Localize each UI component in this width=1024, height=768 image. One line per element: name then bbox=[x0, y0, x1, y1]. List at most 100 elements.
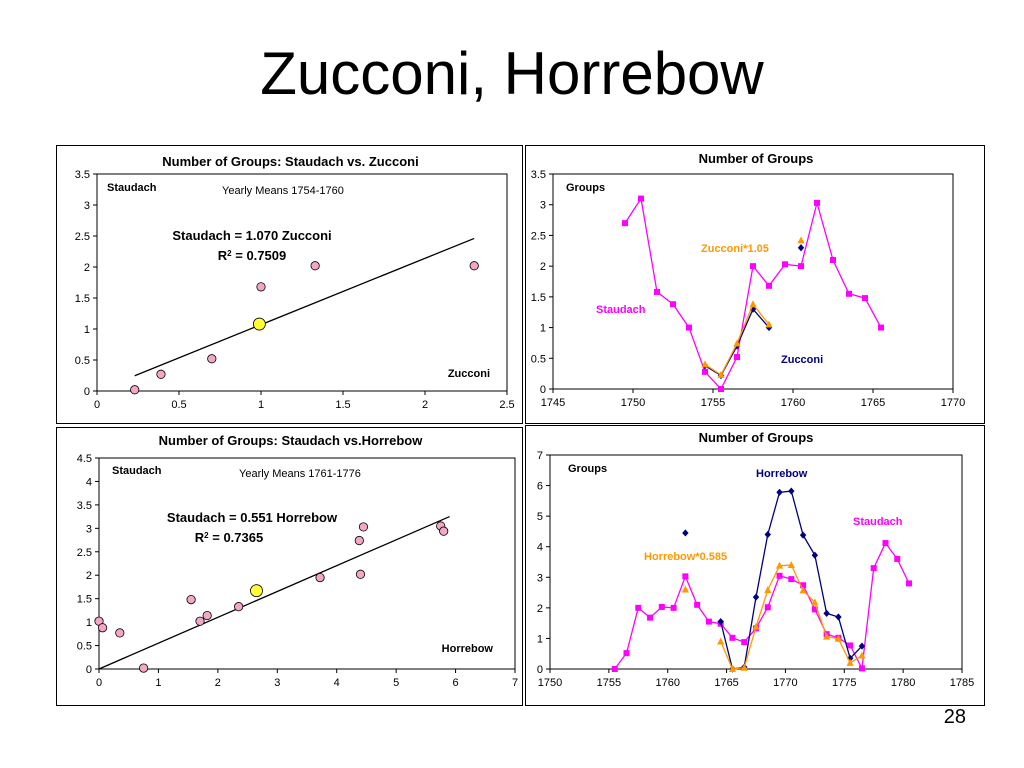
x-tick-label: 2 bbox=[215, 677, 221, 689]
y-tick-label: 1 bbox=[540, 323, 546, 335]
data-point bbox=[878, 324, 884, 331]
data-point bbox=[776, 572, 783, 579]
slide-title: Zucconi, Horrebow bbox=[260, 40, 764, 107]
x-tick-label: 1765 bbox=[714, 677, 738, 689]
y-tick-label: 3 bbox=[84, 200, 90, 212]
data-point bbox=[130, 385, 140, 395]
x-tick-label: 1765 bbox=[861, 397, 885, 409]
data-point bbox=[835, 613, 842, 621]
data-point bbox=[782, 261, 788, 268]
annotation-ylabel: Staudach bbox=[107, 182, 157, 194]
annotation-label-zucconi-scaled: Zucconi*1.05 bbox=[701, 243, 769, 255]
data-point bbox=[823, 632, 831, 640]
data-point bbox=[797, 236, 805, 244]
x-tick-label: 1755 bbox=[597, 677, 621, 689]
data-point bbox=[858, 665, 865, 672]
data-point bbox=[647, 614, 654, 621]
y-tick-label: 6 bbox=[537, 481, 543, 493]
y-tick-label: 5 bbox=[537, 511, 543, 523]
chart-staudach-vs-horrebow: Number of Groups: Staudach vs.Horrebow 0 0… bbox=[56, 427, 523, 706]
x-tick-label: 0 bbox=[94, 399, 100, 411]
regression-line bbox=[98, 515, 450, 670]
data-point bbox=[775, 561, 784, 569]
data-point bbox=[749, 305, 757, 313]
data-point bbox=[752, 593, 760, 601]
data-point bbox=[799, 531, 807, 539]
y-tick-label: 3 bbox=[86, 523, 92, 535]
y-tick-label: 3.5 bbox=[77, 500, 92, 512]
y-tick-label: 4 bbox=[537, 542, 543, 554]
data-point bbox=[728, 665, 737, 672]
data-point bbox=[718, 386, 724, 392]
data-point bbox=[846, 658, 854, 666]
y-tick-label: 4 bbox=[86, 476, 92, 488]
annotation-r2-prefix: R2 = 0.7509 bbox=[218, 248, 286, 263]
data-point bbox=[310, 261, 320, 271]
y-tick-label: 3 bbox=[537, 572, 543, 584]
y-tick-label: 2 bbox=[540, 261, 546, 273]
y-tick-label: 2.5 bbox=[531, 230, 546, 242]
annotation-label-zucconi: Zucconi bbox=[781, 354, 823, 366]
data-point bbox=[658, 603, 665, 610]
data-point bbox=[156, 369, 166, 379]
data-point bbox=[788, 576, 795, 583]
x-tick-label: 1755 bbox=[701, 397, 725, 409]
data-point bbox=[797, 244, 805, 252]
data-point bbox=[186, 595, 196, 605]
annotation-subtitle: Yearly Means 1754-1760 bbox=[222, 185, 344, 197]
annotation-r2-prefix: R2 = 0.7365 bbox=[195, 530, 263, 545]
x-tick-label: 5 bbox=[393, 677, 399, 689]
series-line bbox=[624, 196, 882, 391]
x-tick-label: 1780 bbox=[891, 677, 915, 689]
data-point bbox=[358, 522, 369, 532]
data-point bbox=[740, 663, 748, 671]
x-tick-label: 1 bbox=[258, 399, 264, 411]
data-point bbox=[234, 602, 244, 612]
y-tick-label: 1 bbox=[537, 633, 543, 645]
annotation-ylabel: Groups bbox=[568, 463, 607, 475]
data-point bbox=[799, 586, 807, 594]
data-point bbox=[622, 220, 628, 227]
data-point bbox=[834, 634, 842, 642]
data-point bbox=[749, 300, 757, 308]
data-point bbox=[705, 618, 712, 625]
data-point bbox=[906, 580, 913, 587]
y-tick-label: 1.5 bbox=[75, 293, 90, 305]
chart-title: Number of Groups bbox=[699, 430, 814, 445]
regression-line bbox=[134, 237, 475, 377]
data-point bbox=[800, 582, 807, 589]
data-point bbox=[138, 663, 149, 673]
data-point bbox=[202, 610, 212, 621]
y-tick-label: 2 bbox=[84, 262, 90, 274]
data-point bbox=[734, 354, 740, 361]
line-number-of-groups-zucconi-svg: Number of Groups 0 0.5 1 1.5 2 2.5 3 3.5 1745 1750… bbox=[531, 151, 966, 409]
chart-title: Number of Groups: Staudach vs. Zucconi bbox=[162, 154, 418, 169]
y-tick-label: 0 bbox=[540, 384, 546, 396]
data-point bbox=[701, 360, 709, 368]
x-tick-label: 7 bbox=[512, 677, 518, 689]
data-point bbox=[764, 530, 771, 539]
data-point bbox=[681, 585, 689, 593]
y-tick-label: 0.5 bbox=[75, 355, 90, 367]
x-tick-label: 0 bbox=[96, 677, 102, 689]
data-point bbox=[635, 604, 642, 611]
x-tick-label: 6 bbox=[453, 677, 459, 689]
data-point bbox=[811, 606, 818, 613]
data-point bbox=[894, 555, 901, 562]
data-point bbox=[814, 199, 820, 206]
x-tick-label: 2.5 bbox=[499, 399, 514, 411]
x-tick-label: 4 bbox=[334, 677, 340, 689]
annotation-subtitle: Yearly Means 1761-1776 bbox=[239, 468, 361, 480]
x-tick-label: 1760 bbox=[655, 677, 679, 689]
y-tick-label: 7 bbox=[537, 450, 543, 462]
data-point bbox=[823, 609, 830, 617]
y-tick-label: 0.5 bbox=[531, 353, 546, 365]
data-point bbox=[764, 586, 772, 594]
annotation-label-staudach: Staudach bbox=[853, 516, 903, 528]
annotation-xlabel: Horrebow bbox=[442, 643, 494, 655]
data-point bbox=[870, 565, 877, 572]
y-tick-label: 1 bbox=[86, 617, 92, 629]
data-point bbox=[207, 354, 217, 364]
page-number: 28 bbox=[943, 706, 966, 728]
data-point bbox=[195, 616, 205, 626]
